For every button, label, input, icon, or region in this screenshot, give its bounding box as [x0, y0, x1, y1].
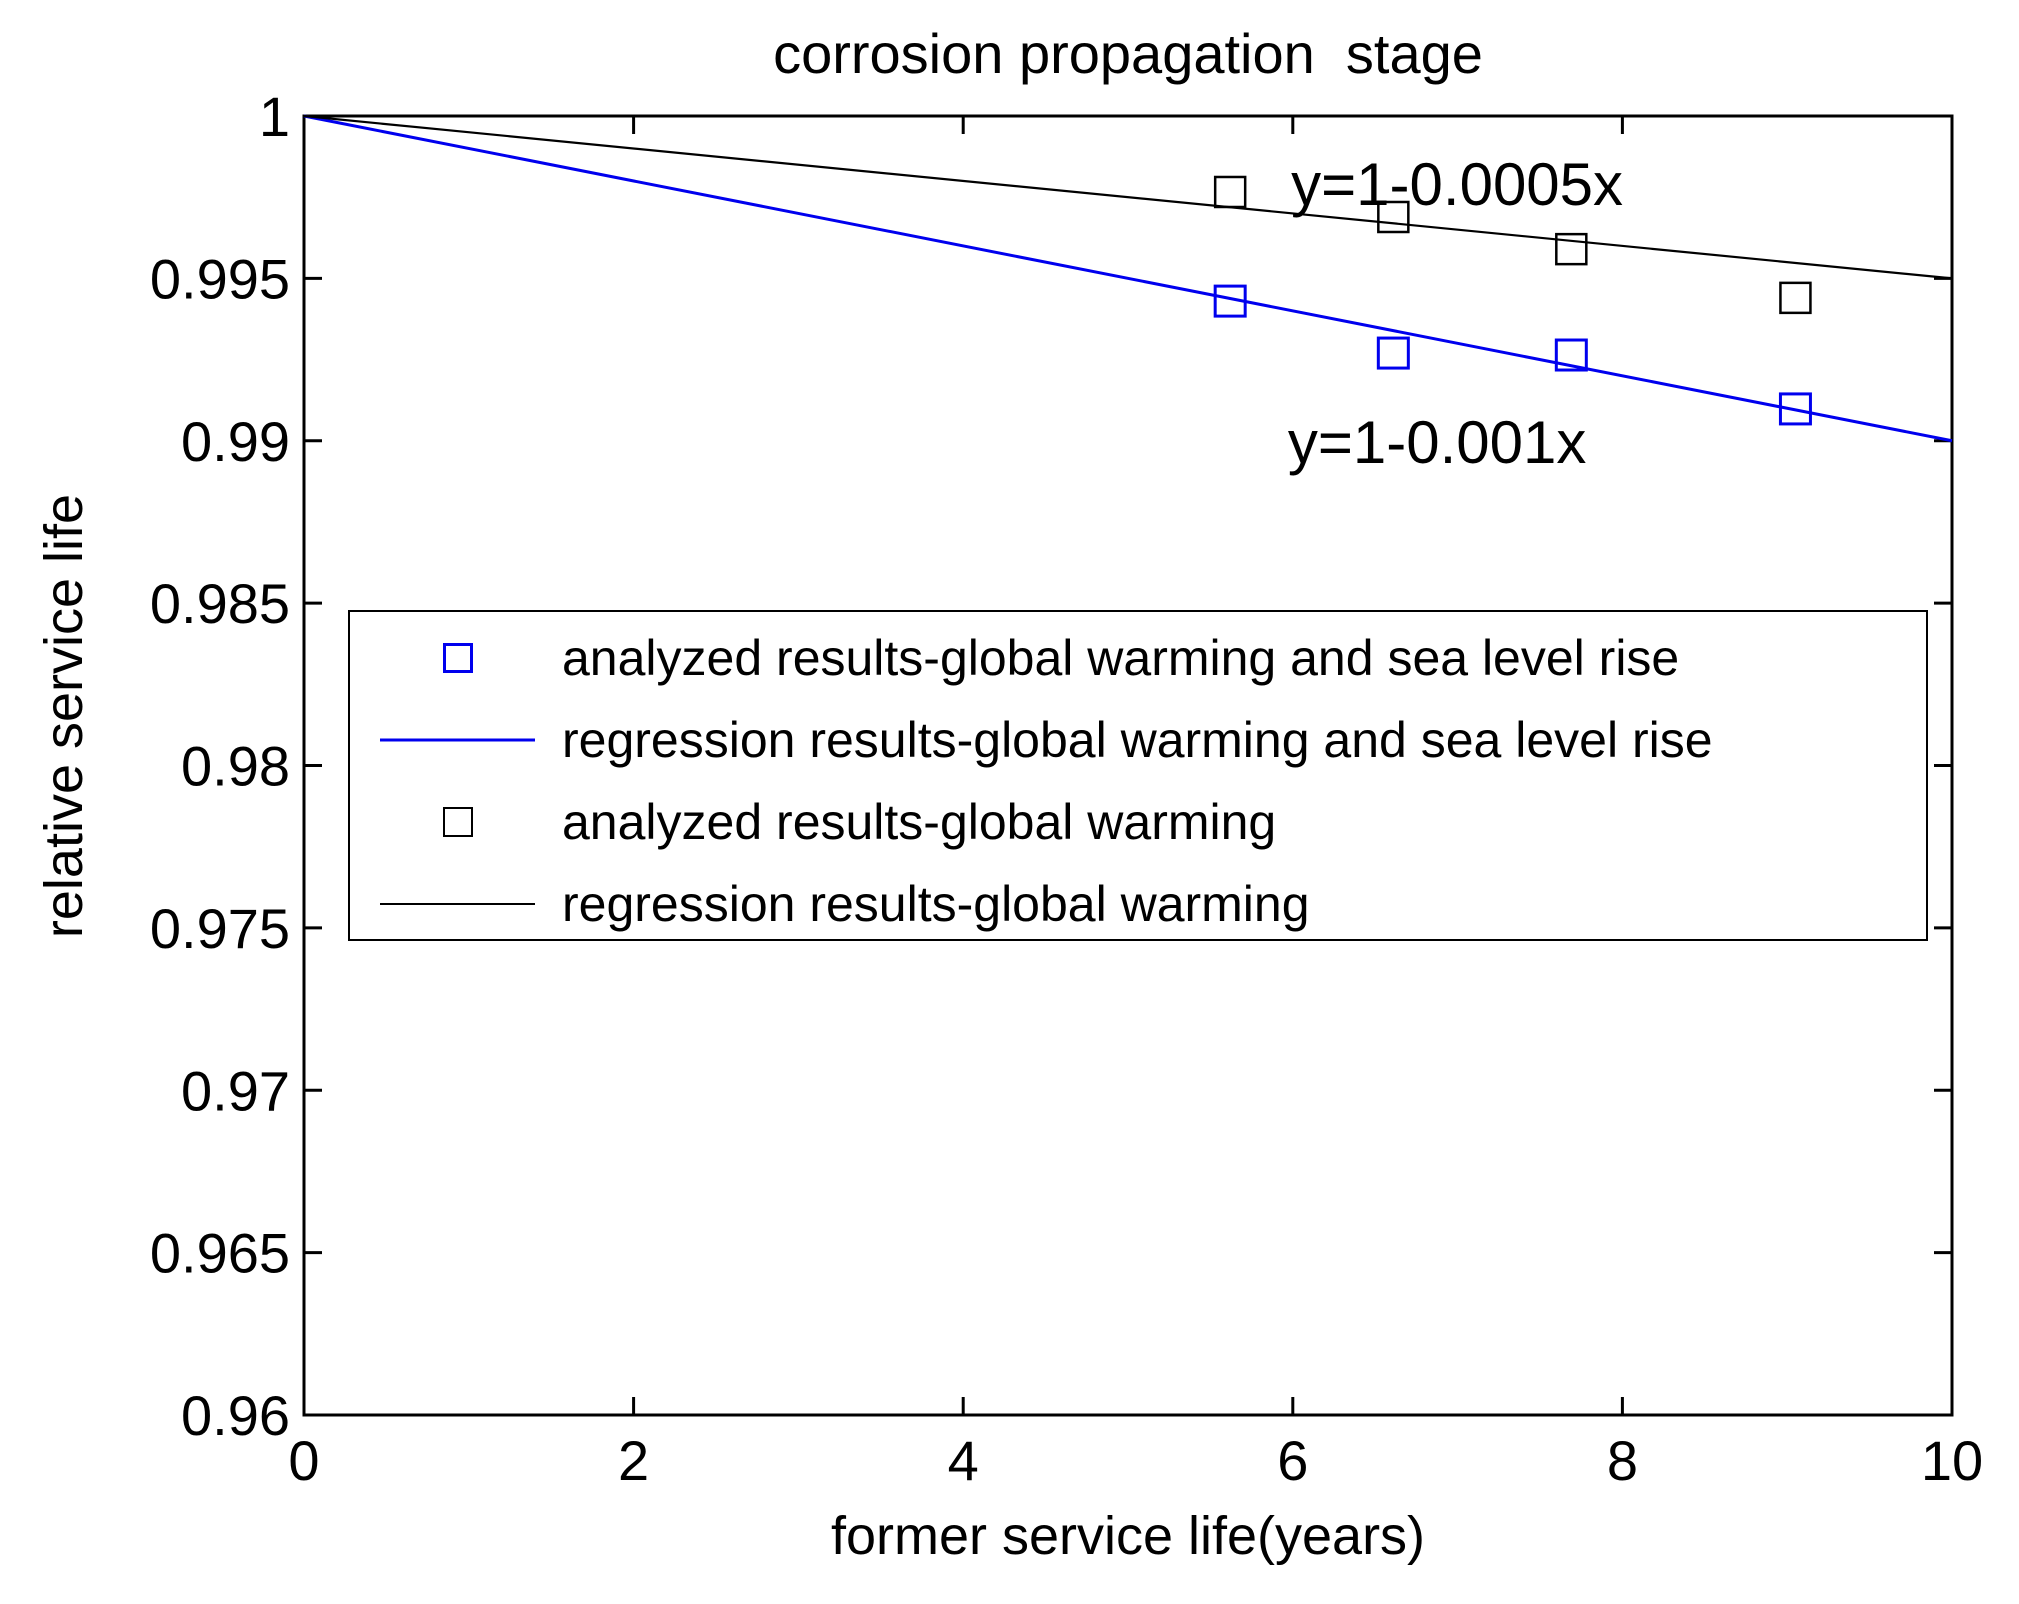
legend-label: regression results-global warming — [562, 876, 1310, 932]
legend-label: analyzed results-global warming and sea … — [562, 630, 1680, 686]
regression-line — [303, 114, 1953, 280]
legend-swatch-area — [350, 628, 562, 688]
x-tick-label: 0 — [288, 1429, 319, 1492]
y-tick-label: 1 — [259, 85, 290, 148]
y-tick-label: 0.975 — [150, 897, 290, 960]
x-tick-label: 2 — [618, 1429, 649, 1492]
x-tick-label: 6 — [1277, 1429, 1308, 1492]
legend-label: regression results-global warming and se… — [562, 712, 1713, 768]
data-point-marker — [1377, 200, 1410, 234]
legend-row-analyzed-warming: analyzed results-global warming — [350, 792, 1926, 852]
legend-label: analyzed results-global warming — [562, 794, 1277, 850]
legend-swatch-area — [350, 874, 562, 934]
x-tick-label: 4 — [948, 1429, 979, 1492]
legend-row-regression-sea-level: regression results-global warming and se… — [350, 710, 1926, 770]
equation-label-global-warming: y=1-0.0005x — [1291, 150, 1624, 218]
regression-line — [303, 114, 1953, 443]
y-tick-label: 0.965 — [150, 1222, 290, 1285]
y-tick-label: 0.985 — [150, 572, 290, 635]
legend-swatch-area — [350, 792, 562, 852]
chart-title: corrosion propagation stage — [773, 22, 1483, 85]
data-point-marker — [1555, 232, 1588, 266]
y-tick-label: 0.995 — [150, 247, 290, 310]
x-tick-label: 8 — [1607, 1429, 1638, 1492]
legend: analyzed results-global warming and sea … — [348, 610, 1928, 941]
legend-line-marker-black-icon — [380, 903, 535, 905]
data-point-marker — [1213, 175, 1247, 209]
legend-square-marker-blue-icon — [443, 643, 473, 673]
y-tick-label: 0.96 — [181, 1384, 290, 1447]
legend-square-marker-black-icon — [443, 807, 473, 837]
y-tick-label: 0.97 — [181, 1059, 290, 1122]
data-point-marker — [1554, 338, 1588, 372]
x-axis-label: former service life(years) — [830, 1506, 1426, 1566]
legend-row-regression-warming: regression results-global warming — [350, 874, 1926, 934]
equation-label-sea-level-rise: y=1-0.001x — [1287, 409, 1587, 477]
legend-swatch-area — [350, 710, 562, 770]
legend-row-analyzed-sea-level: analyzed results-global warming and sea … — [350, 628, 1926, 688]
data-point-marker — [1779, 281, 1812, 315]
y-axis-label: relative service life — [34, 493, 94, 939]
y-tick-label: 0.98 — [181, 735, 290, 798]
x-tick-label: 10 — [1921, 1429, 1983, 1492]
y-tick-label: 0.99 — [181, 410, 290, 473]
data-point-marker — [1778, 392, 1812, 426]
legend-line-marker-blue-icon — [380, 738, 535, 742]
data-point-marker — [1376, 336, 1410, 370]
